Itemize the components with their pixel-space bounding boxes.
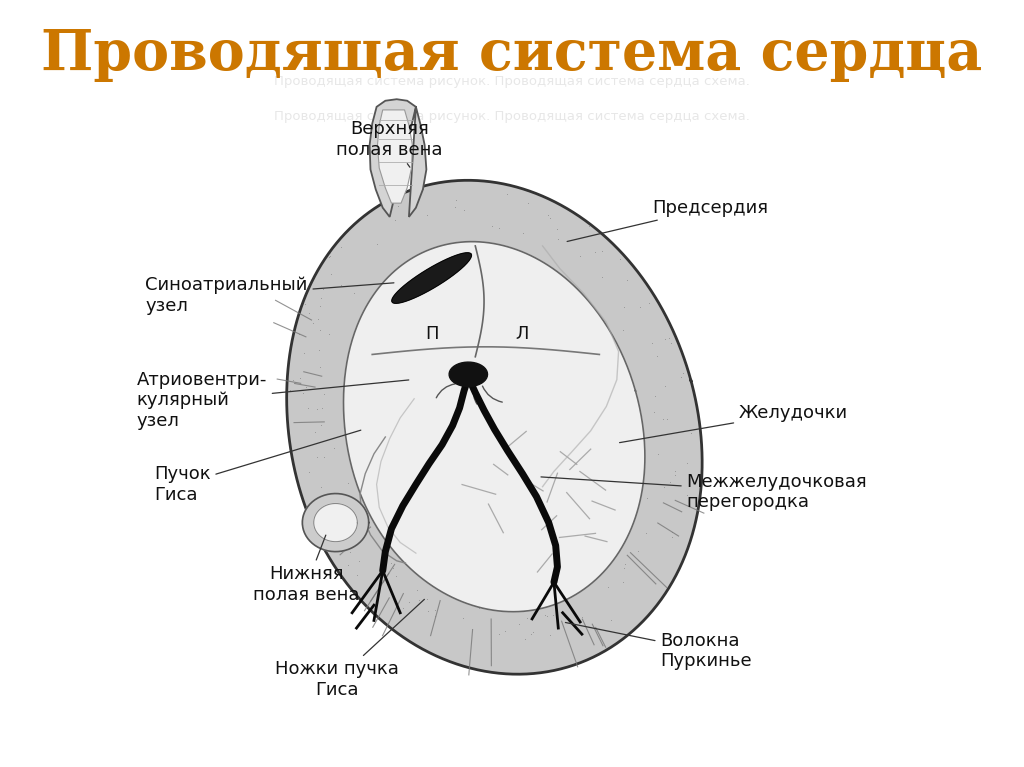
Text: Л: Л: [516, 325, 529, 343]
Text: Волокна
Пуркинье: Волокна Пуркинье: [565, 623, 753, 670]
Text: Синоатриальный
узел: Синоатриальный узел: [145, 276, 394, 315]
Text: Проводящая система рисунок. Проводящая система сердца схема.: Проводящая система рисунок. Проводящая с…: [274, 110, 750, 123]
Polygon shape: [450, 362, 487, 387]
Polygon shape: [378, 110, 413, 203]
Polygon shape: [343, 242, 645, 612]
Polygon shape: [287, 180, 702, 674]
Polygon shape: [392, 253, 471, 303]
Text: Верхняя
полая вена: Верхняя полая вена: [337, 120, 443, 167]
Polygon shape: [313, 503, 357, 542]
Text: Нижняя
полая вена: Нижняя полая вена: [254, 535, 360, 604]
Text: Ножки пучка
Гиса: Ножки пучка Гиса: [275, 599, 424, 699]
Polygon shape: [370, 99, 426, 217]
Polygon shape: [302, 493, 369, 551]
Text: П: П: [425, 325, 438, 343]
Text: Атриовентри-
кулярный
узел: Атриовентри- кулярный узел: [136, 370, 409, 430]
Text: Проводящая система рисунок. Проводящая система сердца схема.: Проводящая система рисунок. Проводящая с…: [274, 75, 750, 88]
Text: Проводящая система сердца: Проводящая система сердца: [41, 27, 983, 81]
Text: Пучок
Гиса: Пучок Гиса: [154, 430, 360, 504]
Text: Желудочки: Желудочки: [620, 403, 848, 443]
Text: Межжелудочковая
перегородка: Межжелудочковая перегородка: [541, 472, 867, 512]
Text: Предсердия: Предсердия: [567, 199, 768, 242]
